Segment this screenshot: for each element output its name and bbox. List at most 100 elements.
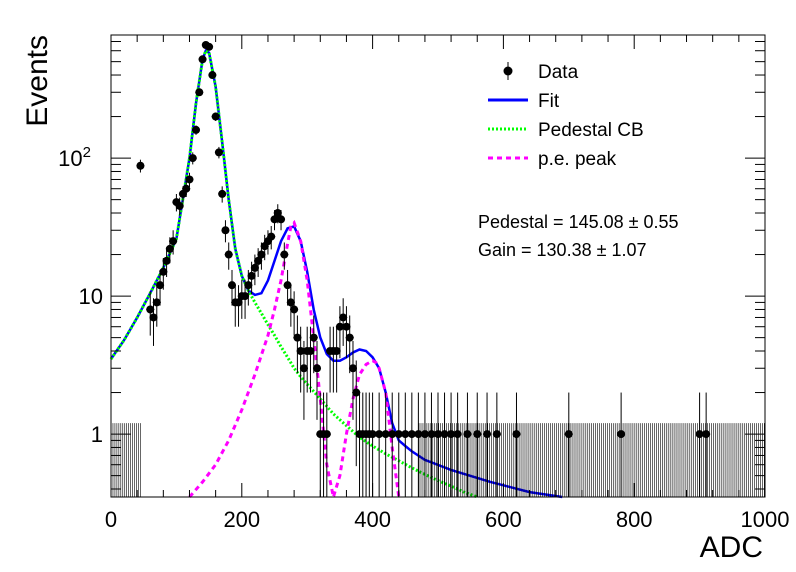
axis-layer: 0 200 400 600 800 1000 1 10 102: [58, 35, 789, 532]
series-line-p-e-peak: [188, 219, 401, 498]
point-marker: [188, 154, 197, 163]
data-point: [156, 269, 165, 306]
legend-entry: p.e. peak: [488, 149, 617, 170]
legend-entry: Data: [503, 62, 579, 83]
x-tick-label: 800: [616, 507, 653, 532]
point-marker: [492, 430, 501, 439]
data-point: [339, 298, 348, 346]
data-point: [299, 340, 308, 420]
legend-label: Fit: [538, 91, 560, 112]
point-marker: [483, 430, 492, 439]
point-marker: [322, 430, 331, 439]
data-point: [185, 172, 194, 188]
y-tick-label: 102: [58, 144, 91, 171]
point-marker: [473, 430, 482, 439]
point-marker: [192, 125, 201, 134]
point-marker: [146, 305, 155, 314]
point-marker: [453, 430, 462, 439]
point-marker: [296, 347, 305, 356]
data-point: [394, 392, 403, 497]
data-point: [348, 340, 357, 420]
data-point: [198, 55, 207, 64]
point-marker: [182, 184, 191, 193]
point-marker: [280, 250, 289, 259]
data-point: [345, 315, 354, 374]
data-point: [335, 306, 344, 359]
point-marker: [208, 71, 217, 80]
data-point: [267, 226, 276, 250]
point-marker: [277, 215, 286, 224]
point-marker: [257, 250, 266, 259]
data-point: [227, 269, 236, 306]
data-point: [277, 210, 286, 231]
plot-frame: [110, 34, 766, 498]
point-marker: [218, 189, 227, 198]
data-point: [224, 242, 233, 270]
data-point: [159, 258, 168, 290]
point-marker: [352, 388, 361, 397]
data-point: [152, 285, 161, 327]
data-point: [342, 306, 351, 359]
data-point: [182, 181, 191, 197]
data-point: [211, 112, 220, 121]
point-marker: [254, 256, 263, 265]
data-point: [414, 392, 423, 497]
annotations: Pedestal = 145.08 ± 0.55 Gain = 130.38 ± …: [478, 212, 679, 260]
y-tick-label: 1: [91, 422, 103, 447]
point-marker: [342, 322, 351, 331]
data-point: [313, 340, 322, 420]
data-point: [192, 125, 201, 135]
y-tick-label-exponent: 2: [83, 144, 91, 161]
data-point: [283, 269, 292, 306]
x-tick-label: 200: [223, 507, 260, 532]
point-marker: [273, 209, 282, 218]
fit-result-annotation: Gain = 130.38 ± 1.07: [478, 240, 647, 260]
point-marker: [512, 430, 521, 439]
data-point: [375, 392, 384, 497]
point-marker: [159, 267, 168, 276]
point-marker: [447, 430, 456, 439]
point-marker: [162, 256, 171, 265]
point-marker: [234, 298, 243, 307]
data-point: [322, 392, 331, 497]
legend: Data Fit Pedestal CB p.e. peak: [488, 62, 644, 170]
point-marker: [224, 250, 233, 259]
point-marker: [345, 333, 354, 342]
point-marker: [306, 347, 315, 356]
data-point: [309, 315, 318, 374]
data-point: [286, 285, 295, 327]
data-point: [290, 291, 299, 336]
data-point: [208, 71, 217, 80]
point-marker: [702, 430, 711, 439]
point-marker: [198, 55, 207, 64]
point-marker: [283, 281, 292, 290]
data-point: [352, 360, 361, 467]
y-tick-label: 10: [79, 284, 103, 309]
point-marker: [434, 430, 442, 439]
data-point: [146, 291, 155, 336]
data-point: [221, 220, 230, 243]
data-point: [188, 152, 197, 165]
x-tick-label: 400: [354, 507, 391, 532]
data-point: [473, 392, 482, 497]
legend-label: Pedestal CB: [538, 120, 644, 141]
point-marker: [394, 430, 403, 439]
data-point: [205, 42, 214, 51]
point-marker: [401, 430, 410, 439]
point-marker: [332, 347, 341, 356]
legend-entry: Fit: [488, 91, 560, 112]
data-point: [169, 230, 178, 255]
legend-label: Data: [538, 62, 579, 83]
x-tick-label: 0: [105, 507, 117, 532]
point-marker: [414, 430, 423, 439]
point-marker: [214, 148, 223, 157]
point-marker: [205, 42, 214, 51]
point-marker: [299, 364, 308, 373]
point-marker: [156, 281, 165, 290]
data-point: [564, 392, 573, 497]
data-point: [214, 146, 223, 159]
data-point: [136, 159, 145, 173]
point-marker: [250, 263, 259, 272]
data-point: [162, 248, 171, 277]
